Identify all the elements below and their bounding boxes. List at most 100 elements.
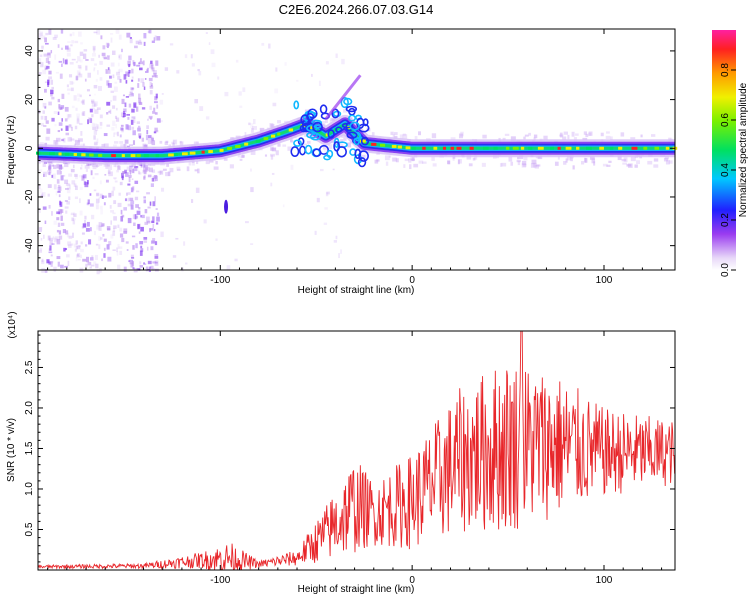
- spectrogram-halo-pixel: [264, 154, 268, 157]
- spectrogram-noise-pixel: [208, 42, 211, 45]
- spectrogram-halo-pixel: [165, 140, 169, 143]
- spectrogram-noise-pixel: [93, 135, 96, 140]
- spectrogram-noise-pixel: [129, 91, 133, 95]
- spectrogram-noise-pixel: [134, 165, 139, 169]
- spectrogram-halo-pixel: [664, 155, 669, 160]
- spectrogram-halo-pixel: [159, 140, 163, 144]
- spectrogram-halo-pixel: [581, 161, 585, 165]
- spectrogram-noise-pixel: [128, 94, 132, 97]
- spectrogram-noise-pixel: [152, 261, 157, 264]
- spectrogram-noise-pixel: [150, 136, 154, 141]
- spectrogram-noise-pixel: [151, 83, 153, 87]
- spectrogram-noise-pixel: [318, 80, 321, 86]
- spectrogram-noise-pixel: [74, 125, 78, 130]
- spectrogram-noise-pixel: [113, 225, 117, 229]
- spectrogram-noise-pixel: [338, 253, 341, 259]
- spectrogram-noise-pixel: [151, 177, 154, 182]
- spectrogram-noise-pixel: [139, 261, 142, 265]
- spectrogram-noise-pixel: [61, 47, 64, 50]
- spectrogram-noise-pixel: [125, 172, 129, 177]
- spectrogram-noise-pixel: [41, 45, 44, 51]
- spectrogram-noise-pixel: [120, 124, 124, 127]
- spectrogram-halo-pixel: [103, 143, 109, 148]
- spectrogram-streak: [324, 74, 362, 120]
- spectrogram-hotspot: [244, 142, 249, 146]
- spectrogram-halo-pixel: [622, 162, 628, 165]
- spectrogram-halo-pixel: [374, 159, 379, 164]
- spectrogram-noise-pixel: [124, 198, 128, 202]
- spectrogram-noise-pixel: [150, 64, 154, 70]
- spectrogram-halo-pixel: [229, 164, 234, 169]
- spectrogram-halo-pixel: [572, 165, 575, 170]
- spectrogram-noise-pixel: [70, 87, 74, 92]
- spectrogram-noise-pixel: [103, 133, 108, 137]
- spectrogram-halo-pixel: [458, 159, 462, 164]
- spectrogram-noise-pixel: [147, 118, 149, 121]
- spectrogram-noise-pixel: [96, 269, 100, 275]
- spectrogram-noise-pixel: [114, 180, 118, 183]
- spectrogram-noise-pixel: [52, 37, 57, 40]
- spectrogram-halo-pixel: [653, 158, 659, 162]
- spectrogram-noise-pixel: [100, 209, 103, 215]
- spectrogram-halo-pixel: [237, 154, 240, 158]
- spectrogram-halo-pixel: [431, 157, 435, 161]
- spectrogram-noise-pixel: [57, 98, 61, 103]
- spectrogram-noise-pixel: [106, 124, 111, 127]
- spectrogram-noise-pixel: [151, 140, 156, 146]
- spectrogram-noise-pixel: [248, 122, 251, 126]
- spectrogram-hotspot: [631, 146, 638, 150]
- spectrogram-noise-pixel: [80, 241, 83, 245]
- spectrogram-noise-pixel: [99, 60, 103, 65]
- spectrogram-noise-pixel: [143, 196, 146, 199]
- spectrogram-noise-pixel: [69, 184, 71, 190]
- spectrogram-noise-pixel: [91, 99, 95, 103]
- spectrogram-noise-pixel: [39, 247, 43, 251]
- spectrogram-noise-pixel: [123, 207, 127, 211]
- spectrogram-noise-pixel: [124, 169, 127, 174]
- spectrogram-noise-pixel: [42, 192, 46, 197]
- spectrogram-noise-pixel: [112, 105, 116, 109]
- spectrogram-hotspot: [411, 146, 416, 150]
- spectrogram-noise-pixel: [87, 199, 90, 205]
- spectrogram-halo-pixel: [138, 172, 142, 175]
- spectrogram-noise-pixel: [325, 192, 329, 197]
- spectrogram-noise-pixel: [131, 93, 134, 97]
- spectrogram-noise-pixel: [146, 246, 149, 251]
- spectrogram-noise-pixel: [50, 261, 53, 267]
- spectrogram-noise-pixel: [94, 93, 96, 96]
- spectrogram-xlabel: Height of straight line (km): [298, 285, 415, 296]
- spectrogram-noise-pixel: [49, 237, 53, 242]
- spectrogram-noise-pixel: [82, 223, 87, 228]
- spectrogram-halo-pixel: [270, 153, 275, 157]
- spectrogram-halo-pixel: [554, 161, 559, 166]
- spectrogram-noise-pixel: [38, 208, 41, 213]
- spectrogram-halo-pixel: [510, 161, 514, 166]
- spectrogram-noise-pixel: [99, 193, 103, 199]
- spectrogram-halo-pixel: [176, 166, 181, 171]
- spectrogram-noise-pixel: [72, 220, 76, 225]
- spectrogram-noise-pixel: [76, 253, 79, 256]
- spectrogram-noise-pixel: [112, 249, 116, 252]
- spectrogram-scatter-blob: [331, 108, 340, 119]
- spectrogram-halo-pixel: [431, 133, 437, 139]
- spectrogram-hotspot: [121, 154, 125, 158]
- spectrogram-noise-pixel: [116, 71, 120, 76]
- spectrogram-xtick-label: 100: [596, 275, 613, 286]
- spectrogram-noise-pixel: [129, 37, 132, 39]
- spectrogram-hotspot: [405, 146, 411, 150]
- spectrogram-halo-pixel: [53, 140, 59, 145]
- spectrogram-noise-pixel: [143, 174, 146, 178]
- spectrogram-halo-pixel: [450, 137, 456, 141]
- spectrogram-noise-pixel: [135, 215, 139, 219]
- spectrogram-noise-pixel: [42, 69, 47, 75]
- spectrogram-halo-pixel: [223, 156, 228, 161]
- spectrogram-halo-pixel: [341, 135, 346, 138]
- spectrogram-noise-pixel: [117, 75, 121, 80]
- snr-panel: -100 0 100 0.5 1.0 1.5 2.0 2.5 Height of straig…: [6, 311, 676, 595]
- spectrogram-noise-pixel: [127, 197, 130, 202]
- spectrogram-halo-pixel: [582, 137, 588, 141]
- spectrogram-halo-pixel: [543, 135, 548, 140]
- spectrogram-noise-pixel: [151, 63, 154, 67]
- spectrogram-hotspot: [493, 146, 498, 150]
- spectrogram-halo-pixel: [570, 157, 573, 162]
